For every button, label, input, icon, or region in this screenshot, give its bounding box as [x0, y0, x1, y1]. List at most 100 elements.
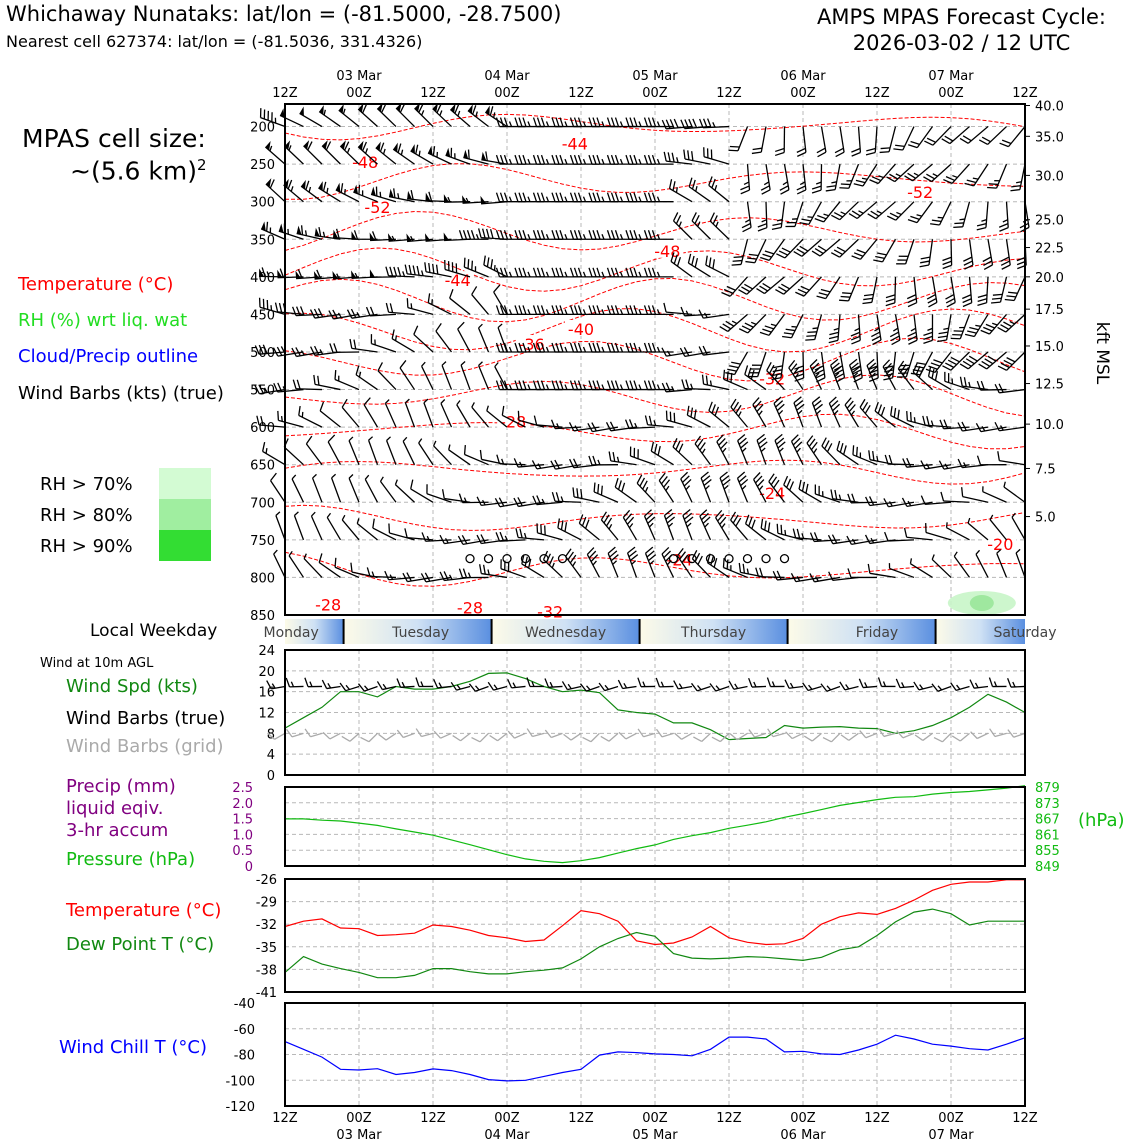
- barb-full: [738, 562, 742, 573]
- barb-shaft: [701, 732, 711, 742]
- barb-half: [527, 309, 531, 315]
- barb-full: [499, 342, 505, 353]
- barb-shaft: [934, 351, 952, 373]
- barb-full: [328, 310, 334, 320]
- barb-shaft: [626, 552, 638, 578]
- barb-shaft: [733, 685, 748, 690]
- upper-wind-barb: [444, 259, 471, 278]
- barb-shaft: [875, 201, 896, 220]
- barb-shaft: [260, 117, 286, 128]
- barb-full: [918, 368, 924, 378]
- barb-full: [305, 180, 310, 191]
- barb-full: [466, 230, 472, 240]
- barb-full: [408, 264, 412, 275]
- barb-shaft: [391, 338, 415, 353]
- barb-flag: [425, 192, 431, 201]
- pressure-tick-label-right: 861: [1035, 828, 1060, 843]
- barb-shaft: [327, 441, 342, 466]
- barb-half: [888, 372, 893, 378]
- barb-full: [752, 147, 763, 151]
- barb-full: [908, 339, 918, 345]
- barb-full: [399, 360, 407, 369]
- precip-marker: [557, 553, 568, 564]
- barb-half: [494, 362, 499, 368]
- barb-half: [981, 219, 987, 222]
- barb-shaft: [463, 156, 489, 165]
- upper-wind-barb: [643, 305, 674, 316]
- barb-full: [612, 451, 616, 462]
- upper-wind-barb: [715, 509, 730, 541]
- barb-full: [357, 683, 365, 692]
- barb-half: [487, 569, 490, 575]
- upper-wind-barb: [964, 314, 989, 338]
- upper-wind-barb: [341, 514, 360, 541]
- barb-full: [355, 365, 360, 375]
- barb-full: [304, 728, 312, 738]
- upper-wind-barb: [291, 474, 305, 503]
- upper-wind-barb: [338, 103, 360, 128]
- barb-full: [621, 482, 626, 493]
- barb-full: [828, 396, 837, 404]
- upper-wind-barb: [728, 126, 749, 152]
- barb-full: [756, 288, 765, 295]
- barb-shaft: [688, 186, 711, 203]
- barb-full: [799, 245, 809, 252]
- pressure-tick-label-right: 873: [1035, 797, 1060, 812]
- barb-full: [274, 302, 279, 313]
- rh70-label: RH > 70%: [40, 474, 133, 495]
- top-time-label: 00Z: [790, 86, 816, 101]
- upper-wind-barb: [953, 201, 971, 229]
- temperature-contour: [284, 337, 1026, 382]
- barb-shaft: [330, 477, 342, 503]
- upper-wind-barb: [460, 361, 471, 390]
- barb-half: [421, 270, 424, 276]
- barb-half: [346, 147, 351, 154]
- barb-full: [450, 681, 458, 691]
- upper-wind-barb: [283, 438, 304, 466]
- barb-full: [266, 221, 269, 232]
- barb-shaft: [291, 478, 305, 503]
- barb-half: [721, 523, 726, 529]
- barb-shaft: [604, 685, 619, 692]
- barb-half: [874, 327, 880, 332]
- upper-wind-barb: [941, 126, 970, 145]
- barb-half: [943, 327, 949, 330]
- barb-full: [776, 523, 779, 534]
- barb-shaft: [912, 371, 933, 391]
- bottom-time-label: 00Z: [494, 1111, 520, 1126]
- barb-full: [805, 483, 809, 494]
- barb-full: [452, 734, 461, 742]
- barb-half: [833, 327, 840, 331]
- barb-full: [922, 415, 926, 426]
- barb-full: [981, 360, 991, 367]
- upper-wind-barb: [796, 126, 807, 157]
- upper-wind-barb: [495, 230, 526, 240]
- barb-shaft: [727, 313, 748, 332]
- barb-half: [734, 683, 739, 689]
- barb-half: [319, 349, 324, 355]
- barb-full: [564, 522, 568, 532]
- upper-wind-barb: [334, 370, 360, 391]
- barb-flag: [443, 194, 450, 203]
- barb-half: [545, 234, 550, 240]
- upper-wind-barb: [495, 380, 526, 391]
- barb-half: [628, 523, 634, 529]
- barb-shaft: [780, 351, 786, 378]
- barb-half: [797, 409, 803, 415]
- barb-full: [424, 262, 427, 272]
- barb-half: [993, 681, 998, 687]
- upper-wind-barb: [471, 286, 489, 315]
- barb-shaft: [368, 732, 378, 743]
- barb-full: [559, 380, 564, 390]
- barb-full: [650, 441, 655, 452]
- barb-shaft: [460, 732, 471, 742]
- barb-full: [625, 267, 630, 278]
- kft-tick-label: 20.0: [1035, 271, 1064, 286]
- barb-full: [698, 346, 704, 356]
- barb-full: [934, 371, 939, 381]
- barb-full: [565, 548, 572, 557]
- barb-full: [702, 118, 708, 128]
- barb-full: [462, 230, 468, 240]
- upper-wind-barb: [725, 351, 749, 376]
- barb-half: [475, 685, 480, 691]
